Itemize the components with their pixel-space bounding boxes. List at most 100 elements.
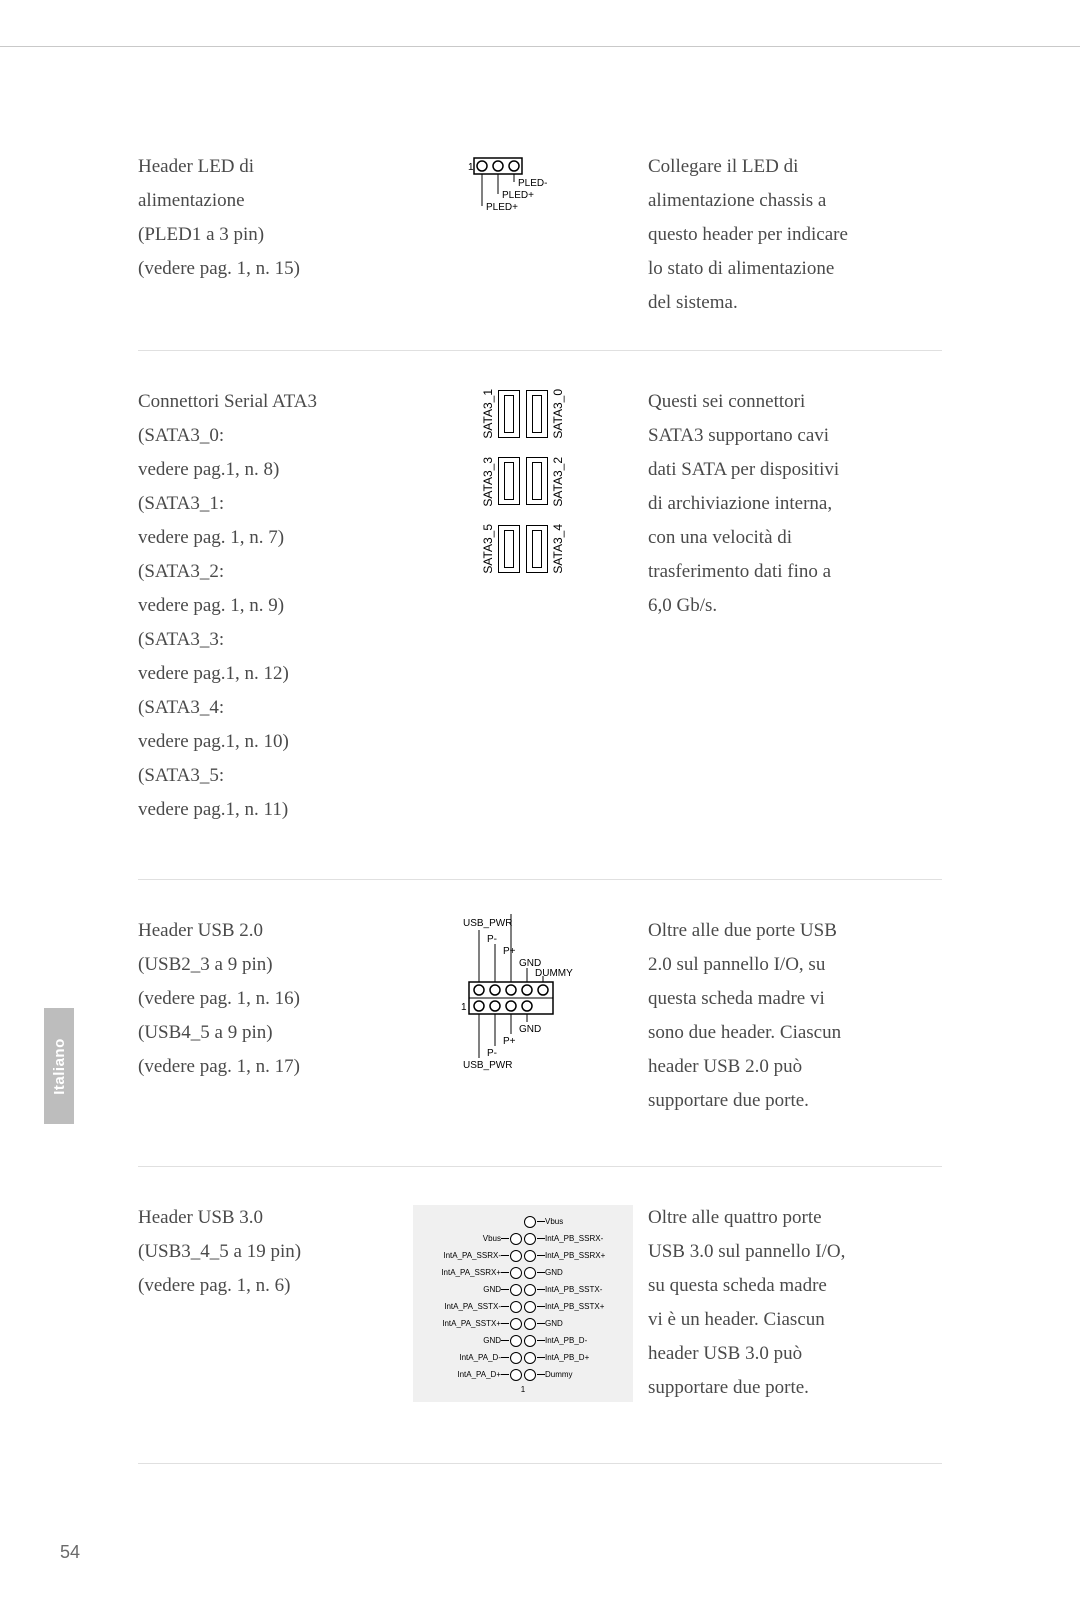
usb2-diagram: USB_PWR P- P+ GND DUMMY <box>443 914 603 1074</box>
usb3-row8-left-label: IntA_PA_D- <box>423 1353 501 1362</box>
sata-right-col: Questi sei connettori SATA3 supportano c… <box>648 385 942 827</box>
sata-row2-right-label: SATA3_4 <box>551 524 565 574</box>
usb3-row9-left-label: IntA_PA_D+ <box>423 1370 501 1379</box>
sata-conn-5 <box>498 525 520 573</box>
pled-desc-l2: alimentazione chassis a <box>648 184 942 218</box>
sata-r6: 6,0 Gb/s. <box>648 589 942 623</box>
sata-row-2: SATA3_5 SATA3_4 <box>481 524 565 574</box>
usb3-row8-pin-right <box>524 1352 536 1364</box>
sata-row0-left-label: SATA3_1 <box>481 389 495 439</box>
sata-l3: (SATA3_1: <box>138 487 398 521</box>
usb3-row9-right-label: Dummy <box>545 1370 623 1379</box>
usb3-row4-tick-right <box>537 1289 545 1290</box>
usb3-row3-pin-left <box>510 1267 522 1279</box>
sata-row1-right-label: SATA3_2 <box>551 457 565 507</box>
usb3-row7-pin-right <box>524 1335 536 1347</box>
usb3-row-4: GNDIntA_PB_SSTX- <box>413 1281 633 1298</box>
usb3-row-2: IntA_PA_SSRX-IntA_PB_SSRX+ <box>413 1247 633 1264</box>
section-usb3: Header USB 3.0 (USB3_4_5 a 19 pin) (vede… <box>138 1201 942 1464</box>
usb3-row-9: IntA_PA_D+ Dummy <box>413 1366 633 1383</box>
usb3-pin1-label: 1 <box>413 1385 633 1394</box>
pled-heading-l1: Header LED di <box>138 150 398 184</box>
sata-l8: vedere pag.1, n. 12) <box>138 657 398 691</box>
usb3-row6-tick-left <box>501 1323 509 1324</box>
pled-left-col: Header LED di alimentazione (PLED1 a 3 p… <box>138 150 398 320</box>
pled-heading-l4: (vedere pag. 1, n. 15) <box>138 252 398 286</box>
pled-desc-l1: Collegare il LED di <box>648 150 942 184</box>
usb3-row-5: IntA_PA_SSTX-IntA_PB_SSTX+ <box>413 1298 633 1315</box>
usb3-row7-pin-left <box>510 1335 522 1347</box>
usb3-row1-left-label: Vbus <box>423 1234 501 1243</box>
sata-conn-3 <box>498 457 520 505</box>
usb3-row6-left-label: IntA_PA_SSTX+ <box>423 1319 501 1328</box>
sata-l12: vedere pag.1, n. 11) <box>138 793 398 827</box>
language-tab-label: Italiano <box>51 1038 68 1095</box>
usb3-row5-tick-left <box>501 1306 509 1307</box>
usb3-row1-tick-left <box>501 1238 509 1239</box>
usb3-row0-right-label: Vbus <box>545 1217 623 1226</box>
usb2-right-col: Oltre alle due porte USB 2.0 sul pannell… <box>648 914 942 1118</box>
usb3-row-6: IntA_PA_SSTX+GND <box>413 1315 633 1332</box>
sata-diagram-col: SATA3_1 SATA3_0 SATA3_3 SATA3_2 SATA3_5 … <box>398 385 648 827</box>
sata-r2: dati SATA per dispositivi <box>648 453 942 487</box>
usb3-row4-pin-right <box>524 1284 536 1296</box>
usb3-row2-pin-right <box>524 1250 536 1262</box>
sata-conn-0 <box>526 390 548 438</box>
usb3-diagram: VbusVbusIntA_PB_SSRX-IntA_PA_SSRX-IntA_P… <box>413 1205 633 1402</box>
sata-row0-right-label: SATA3_0 <box>551 389 565 439</box>
pled-diagram-col: 1 PLED- PLED+ PLED+ <box>398 150 648 320</box>
usb2-r4: header USB 2.0 può <box>648 1050 942 1084</box>
sata-l10: vedere pag.1, n. 10) <box>138 725 398 759</box>
usb3-l1: (USB3_4_5 a 19 pin) <box>138 1235 398 1269</box>
usb3-r2: su questa scheda madre <box>648 1269 942 1303</box>
usb3-row9-pin-right <box>524 1369 536 1381</box>
usb3-row8-tick-right <box>537 1357 545 1358</box>
usb3-row8-right-label: IntA_PB_D+ <box>545 1353 623 1362</box>
usb3-row5-right-label: IntA_PB_SSTX+ <box>545 1302 623 1311</box>
usb3-row-1: VbusIntA_PB_SSRX- <box>413 1230 633 1247</box>
sata-row2-left-label: SATA3_5 <box>481 524 495 574</box>
pled-desc-l3: questo header per indicare <box>648 218 942 252</box>
sata-l0: Connettori Serial ATA3 <box>138 385 398 419</box>
usb3-row4-left-label: GND <box>423 1285 501 1294</box>
sata-l5: (SATA3_2: <box>138 555 398 589</box>
section-usb2: Header USB 2.0 (USB2_3 a 9 pin) (vedere … <box>138 914 942 1167</box>
section-sata: Connettori Serial ATA3 (SATA3_0: vedere … <box>138 385 942 880</box>
sata-l4: vedere pag. 1, n. 7) <box>138 521 398 555</box>
usb2-bot-1: P- <box>487 1048 497 1059</box>
usb3-l0: Header USB 3.0 <box>138 1201 398 1235</box>
sata-l11: (SATA3_5: <box>138 759 398 793</box>
sata-r5: trasferimento dati fino a <box>648 555 942 589</box>
usb3-r0: Oltre alle quattro porte <box>648 1201 942 1235</box>
sata-r0: Questi sei connettori <box>648 385 942 419</box>
usb3-row6-tick-right <box>537 1323 545 1324</box>
page-number: 54 <box>60 1542 80 1563</box>
sata-r1: SATA3 supportano cavi <box>648 419 942 453</box>
usb3-row-8: IntA_PA_D- IntA_PB_D+ <box>413 1349 633 1366</box>
usb3-row5-pin-left <box>510 1301 522 1313</box>
sata-l7: (SATA3_3: <box>138 623 398 657</box>
usb3-row-0: Vbus <box>413 1213 633 1230</box>
usb2-top-4: DUMMY <box>535 968 573 979</box>
usb3-row9-tick-right <box>537 1374 545 1375</box>
usb3-row6-pin-right <box>524 1318 536 1330</box>
sata-l2: vedere pag.1, n. 8) <box>138 453 398 487</box>
sata-row-0: SATA3_1 SATA3_0 <box>481 389 565 439</box>
usb2-l4: (vedere pag. 1, n. 17) <box>138 1050 398 1084</box>
usb2-pin1-label: 1 <box>461 1002 467 1013</box>
section-pled: Header LED di alimentazione (PLED1 a 3 p… <box>138 150 942 351</box>
usb3-row3-right-label: GND <box>545 1268 623 1277</box>
sata-l9: (SATA3_4: <box>138 691 398 725</box>
usb3-r4: header USB 3.0 può <box>648 1337 942 1371</box>
usb3-row2-tick-right <box>537 1255 545 1256</box>
usb3-row7-tick-left <box>501 1340 509 1341</box>
language-tab: Italiano <box>44 1008 74 1124</box>
usb3-left-col: Header USB 3.0 (USB3_4_5 a 19 pin) (vede… <box>138 1201 398 1405</box>
sata-diagram: SATA3_1 SATA3_0 SATA3_3 SATA3_2 SATA3_5 … <box>481 389 565 574</box>
pled-heading-l2: alimentazione <box>138 184 398 218</box>
usb3-row7-left-label: GND <box>423 1336 501 1345</box>
usb3-row0-pin-right <box>524 1216 536 1228</box>
sata-r3: di archiviazione interna, <box>648 487 942 521</box>
sata-left-col: Connettori Serial ATA3 (SATA3_0: vedere … <box>138 385 398 827</box>
usb3-row8-pin-left <box>510 1352 522 1364</box>
